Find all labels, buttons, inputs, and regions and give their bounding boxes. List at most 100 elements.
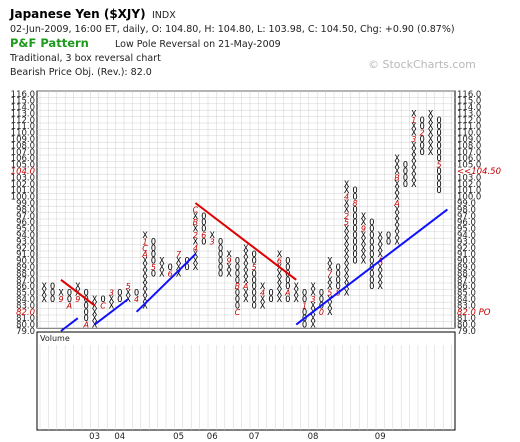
pf-o-box: O [336,276,341,286]
pf-x-box: X [411,173,417,183]
pf-x-box: X [361,237,367,247]
pf-o-box: O [436,173,441,183]
pf-o-box: O [369,257,374,267]
pf-x-box: X [344,199,350,209]
pf-x-box: X [92,314,98,324]
pf-x-box: X [310,289,316,299]
pf-o-box: O [352,244,357,254]
pf-x-box: X [327,263,333,273]
pf-x-box: X [210,231,216,241]
y-tick-label-left: 114.0 [11,103,35,113]
pf-x-box: X [243,250,249,260]
pf-month-mark: 8 [352,199,357,208]
y-tick-label-left: 96.0 [16,218,35,228]
pf-o-box: O [84,314,89,324]
x-date-label: 06 [207,432,218,442]
pf-x-box: X [260,295,266,305]
y-tick-label-left: 89.0 [16,263,35,273]
y-tick-label-right: 90.0 [457,257,476,267]
pf-x-box: X [294,295,300,305]
pf-month-mark: 2 [344,212,349,221]
y-tick-label-left: 115.0 [11,97,35,107]
pf-month-mark: B [394,173,400,182]
pf-x-box: X [142,276,148,286]
pf-x-box: X [344,186,350,196]
pf-x-box: X [277,289,283,299]
pf-o-box: O [285,263,290,273]
pf-o-box: O [151,244,156,254]
pf-month-mark: C [193,205,199,214]
pf-o-box: O [386,231,391,241]
y-tick-label-right: 101.0 [457,186,481,196]
pf-o-box: O [100,295,105,305]
pf-x-box: X [327,295,333,305]
pf-o-box: O [302,321,307,331]
y-tick-label-right: 103.0 [457,173,481,183]
pf-o-box: O [252,282,257,292]
pf-o-box: O [268,295,273,305]
pf-o-box: O [352,257,357,267]
pf-o-box: O [218,237,223,247]
pf-x-box: X [109,295,115,305]
pf-x-box: X [142,282,148,292]
pf-x-box: X [42,295,48,305]
pf-x-box: X [142,269,148,279]
pf-x-box: X [310,282,316,292]
pf-o-box: O [268,289,273,299]
pf-x-box: X [394,180,400,190]
pf-o-box: O [420,141,425,151]
y-tick-label-left: 95.0 [16,225,35,235]
pf-o-box: O [235,301,240,311]
pf-o-box: O [252,269,257,279]
pf-x-box: X [411,148,417,158]
y-tick-label-right: 113.0 [457,109,481,119]
pf-x-box: X [394,231,400,241]
pf-x-box: X [58,289,64,299]
y-tick-label-left: 87.0 [16,276,35,286]
pf-o-box: O [436,141,441,151]
y-tick-label-right: 86.0 [457,282,476,292]
y-tick-label-left: 109.0 [11,135,35,145]
y-tick-label-right: 88.0 [457,269,476,279]
y-tick-label-right: 106.0 [457,154,481,164]
pf-o-box: O [352,193,357,203]
pf-o-box: O [420,116,425,126]
pf-o-box: O [117,295,122,305]
pf-x-box: X [294,282,300,292]
pf-o-box: O [252,289,257,299]
y-tick-label-left: 82.0 [16,308,35,318]
pf-o-box: O [67,289,72,299]
pf-x-box: X [378,263,384,273]
pf-x-box: X [243,263,249,273]
pf-month-mark: C [100,301,106,310]
pf-o-box: O [302,295,307,305]
chart-type-text: Traditional, 3 box reversal chart [9,53,161,64]
pf-o-box: O [436,167,441,177]
pf-x-box: X [193,212,199,222]
pf-x-box: X [226,263,232,273]
pf-o-box: O [403,173,408,183]
pf-x-box: X [142,257,148,267]
pf-o-box: O [235,269,240,279]
y-tick-label-left: 105.0 [11,161,35,171]
pf-o-box: O [369,282,374,292]
pattern-text: Low Pole Reversal on 21-May-2009 [115,39,281,50]
pf-month-mark: 9 [361,225,366,234]
y-tick-label-left: 104.0 [11,167,35,177]
pf-x-box: X [142,263,148,273]
pf-o-box: O [84,289,89,299]
pf-o-box: O [285,295,290,305]
pf-x-box: X [411,154,417,164]
price-objective-text: Bearish Price Obj. (Rev.): 82.0 [10,67,152,78]
pf-o-box: O [436,122,441,132]
pf-o-box: O [201,212,206,222]
pf-x-box: X [193,263,199,273]
pf-month-mark: 3 [109,289,114,298]
y-tick-label-left: 107.0 [11,148,35,158]
y-tick-label-right: 98.0 [457,205,476,215]
pf-o-box: O [218,269,223,279]
pf-o-box: O [319,289,324,299]
y-tick-label-right: 91.0 [457,250,476,260]
pf-x-box: X [428,122,434,132]
y-tick-label-left: 91.0 [16,250,35,260]
